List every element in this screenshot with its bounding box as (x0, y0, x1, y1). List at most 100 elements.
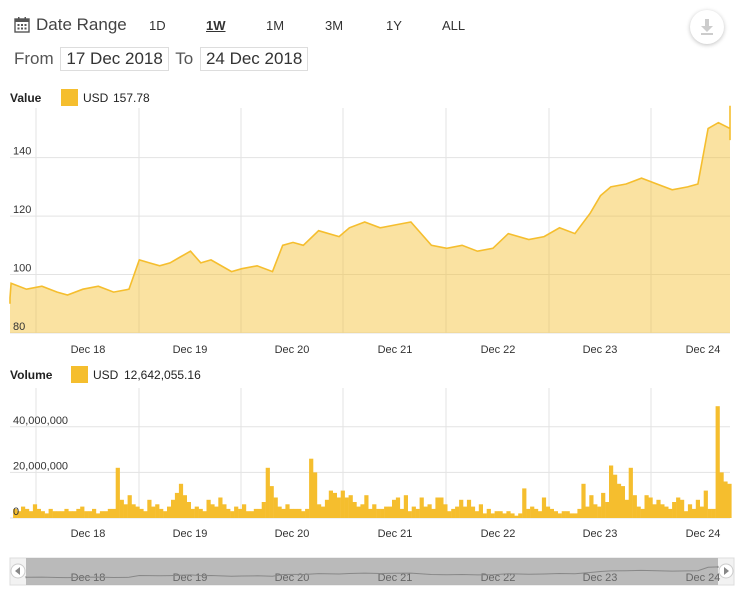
volume-legend-value: 12,642,055.16 (124, 368, 201, 382)
range-button-1y[interactable]: 1Y (386, 18, 402, 33)
volume-bar (589, 495, 594, 518)
volume-bar (28, 511, 34, 518)
volume-bar (684, 511, 689, 518)
volume-bar (52, 511, 57, 518)
volume-bar (127, 495, 132, 518)
volume-bar (723, 481, 728, 518)
volume-bar (214, 506, 219, 518)
range-button-1d[interactable]: 1D (149, 18, 166, 33)
volume-bar (715, 406, 720, 518)
volume-bar (380, 508, 385, 518)
value-panel-title: Value (10, 91, 42, 105)
volume-bar (534, 508, 539, 518)
volume-bar (593, 504, 598, 518)
navigator-right-handle[interactable] (718, 563, 734, 579)
volume-bar (230, 511, 235, 518)
volume-bar (597, 506, 602, 518)
range-button-3m[interactable]: 3M (325, 18, 344, 33)
volume-bar (538, 511, 543, 518)
range-button-1w[interactable]: 1W (206, 18, 226, 33)
volume-bar (459, 499, 464, 518)
volume-bar (182, 495, 187, 518)
volume-bar (565, 511, 570, 518)
volume-bar (601, 492, 606, 518)
download-button[interactable] (690, 10, 724, 44)
volume-bar (522, 488, 527, 518)
volume-bar (68, 511, 73, 518)
volume-bar (107, 508, 112, 518)
volume-bar (293, 508, 298, 518)
volume-bar (186, 502, 191, 518)
volume-bar (707, 508, 712, 518)
value-y-tick-label: 120 (13, 204, 31, 216)
to-date-input[interactable]: 24 Dec 2018 (199, 47, 309, 71)
volume-bar (687, 504, 693, 518)
volume-bar (573, 513, 578, 518)
download-icon (701, 19, 713, 35)
volume-bar (174, 492, 180, 518)
volume-bar (167, 506, 172, 518)
date-range-inputs: From 17 Dec 2018 To 24 Dec 2018 (14, 47, 310, 71)
range-button-all[interactable]: ALL (442, 18, 466, 33)
value-x-tick-label: Dec 19 (173, 344, 208, 356)
volume-bar (84, 511, 89, 518)
volume-bar (585, 506, 590, 518)
volume-bar (17, 511, 22, 518)
from-date-input[interactable]: 17 Dec 2018 (60, 47, 169, 71)
volume-bar (340, 490, 345, 518)
navigator[interactable]: Dec 18 Dec 19 Dec 20 Dec 21 Dec 22 Dec 23 Dec … (9, 557, 735, 586)
value-x-tick-label: Dec 22 (481, 344, 516, 356)
volume-bar (80, 506, 85, 518)
navigator-label: Dec 20 (275, 572, 310, 584)
volume-bar (652, 504, 657, 518)
volume-bar (727, 483, 732, 518)
volume-bar (297, 508, 302, 518)
volume-bar (246, 511, 251, 518)
volume-bar (719, 472, 724, 518)
volume-x-tick-label: Dec 19 (173, 528, 208, 540)
volume-x-tick-label: Dec 23 (583, 528, 618, 540)
volume-bar (202, 511, 207, 518)
volume-bar (242, 504, 247, 518)
volume-bar (431, 508, 436, 518)
from-label: From (14, 49, 54, 68)
value-area (10, 105, 730, 333)
volume-bar (455, 506, 460, 518)
volume-bar (44, 513, 49, 518)
volume-bar (336, 497, 341, 518)
volume-bar (581, 483, 586, 518)
to-label: To (175, 49, 194, 68)
volume-bar (609, 465, 614, 518)
volume-bar (411, 506, 416, 518)
calendar-icon[interactable] (14, 17, 30, 33)
volume-bar (699, 506, 704, 518)
range-button-1m[interactable]: 1M (266, 18, 285, 33)
volume-bar (143, 511, 148, 518)
volume-bar (309, 458, 314, 518)
volume-bar (135, 506, 140, 518)
volume-bar (482, 513, 487, 518)
volume-bar (561, 511, 566, 518)
volume-bar (656, 499, 661, 518)
volume-bar (139, 508, 144, 518)
volume-bar (88, 511, 93, 518)
volume-bar (289, 508, 294, 518)
volume-bar (502, 513, 507, 518)
volume-bar (96, 513, 101, 518)
navigator-left-handle[interactable] (10, 563, 26, 579)
volume-bar (640, 508, 645, 518)
volume-bar (553, 511, 558, 518)
volume-bar (423, 506, 428, 518)
volume-bar (32, 504, 38, 518)
volume-bar (632, 495, 637, 518)
volume-bar (56, 511, 61, 518)
volume-bar (605, 502, 610, 518)
volume-y-tick-label: 0 (13, 506, 19, 518)
volume-bar (447, 511, 452, 518)
volume-bar (115, 467, 120, 518)
volume-bar (48, 508, 53, 518)
volume-bar (317, 504, 322, 518)
value-y-axis: 80 100 120 140 (13, 146, 31, 333)
volume-bar (163, 511, 168, 518)
